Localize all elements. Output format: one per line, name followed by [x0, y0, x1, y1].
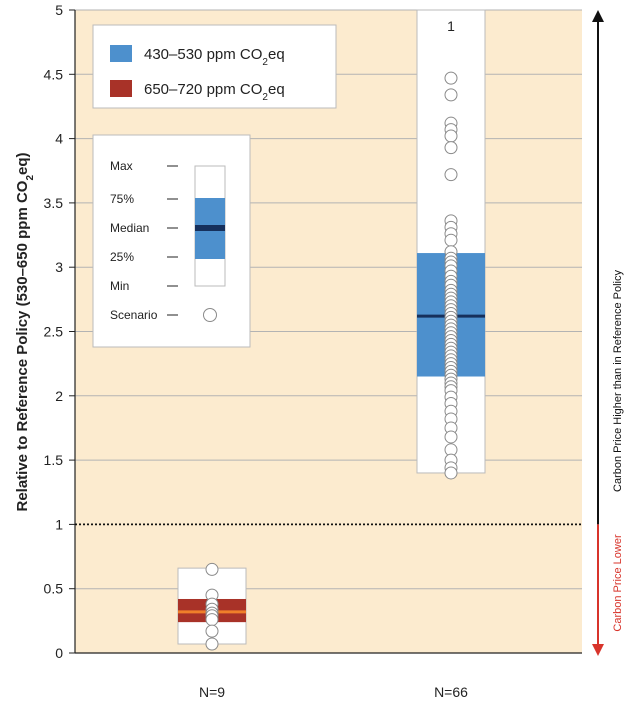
key-label-min: Min — [110, 279, 129, 293]
scenario-marker — [205, 562, 219, 576]
box-N=9 — [177, 562, 247, 651]
key-median — [195, 225, 225, 231]
side-arrow-lower-label: Carbon Price Lower — [612, 534, 624, 632]
key-label-max: Max — [110, 159, 133, 173]
key-label-median: Median — [110, 221, 149, 235]
scenario-marker — [444, 168, 458, 182]
y-tick-label: 2 — [55, 388, 63, 404]
y-tick-label: 1.5 — [44, 452, 64, 468]
scenario-marker — [444, 141, 458, 155]
x-axis-labels: N=9 N=66 — [199, 684, 468, 700]
box-key: Max 75% Median 25% Min Scenario — [92, 134, 251, 348]
y-tick-label: 5 — [55, 2, 63, 18]
scenario-marker — [205, 624, 219, 638]
box-plots: 1 — [177, 9, 486, 651]
legend-label-650-720: 650–720 ppm CO2eq — [144, 81, 285, 103]
key-label-75: 75% — [110, 192, 134, 206]
y-tick-label: 3 — [55, 259, 63, 275]
key-label-scenario: Scenario — [110, 308, 158, 322]
key-label-25: 25% — [110, 250, 134, 264]
legend-swatch-430-530 — [110, 45, 132, 62]
side-arrow: Carbon Price Higher than in Reference Po… — [592, 10, 624, 656]
side-arrow-up-head — [592, 10, 604, 22]
scenario-marker — [444, 430, 458, 444]
scenario-marker — [444, 71, 458, 85]
legend-swatch-650-720 — [110, 80, 132, 97]
y-tick-label: 4 — [55, 131, 63, 147]
box-N=66: 1 — [416, 9, 486, 480]
x-category-label: N=66 — [434, 684, 468, 700]
y-tick-label: 1 — [55, 516, 63, 532]
legend-label-430-530: 430–530 ppm CO2eq — [144, 46, 285, 68]
x-category-label: N=9 — [199, 684, 225, 700]
scenario-marker — [444, 466, 458, 480]
key-scenario-marker — [203, 308, 217, 322]
y-axis-label: Relative to Reference Policy (530–650 pp… — [14, 152, 36, 511]
side-arrow-down-head — [592, 644, 604, 656]
outlier-count-label: 1 — [447, 18, 455, 34]
scenario-marker — [444, 129, 458, 143]
y-tick-label: 2.5 — [44, 324, 64, 340]
side-arrow-upper-label: Carbon Price Higher than in Reference Po… — [612, 270, 624, 492]
y-tick-label: 4.5 — [44, 66, 64, 82]
scenario-marker — [205, 637, 219, 651]
legend: 430–530 ppm CO2eq 650–720 ppm CO2eq — [92, 24, 337, 109]
y-tick-label: 0 — [55, 645, 63, 661]
scenario-marker — [205, 613, 219, 627]
y-tick-label: 0.5 — [44, 581, 64, 597]
y-axis-ticks: 0 0.5 1 1.5 2 2.5 3 3.5 4 4.5 5 — [44, 2, 75, 661]
legend-box — [92, 24, 337, 109]
scenario-marker — [444, 233, 458, 247]
y-tick-label: 3.5 — [44, 195, 64, 211]
scenario-marker — [444, 88, 458, 102]
